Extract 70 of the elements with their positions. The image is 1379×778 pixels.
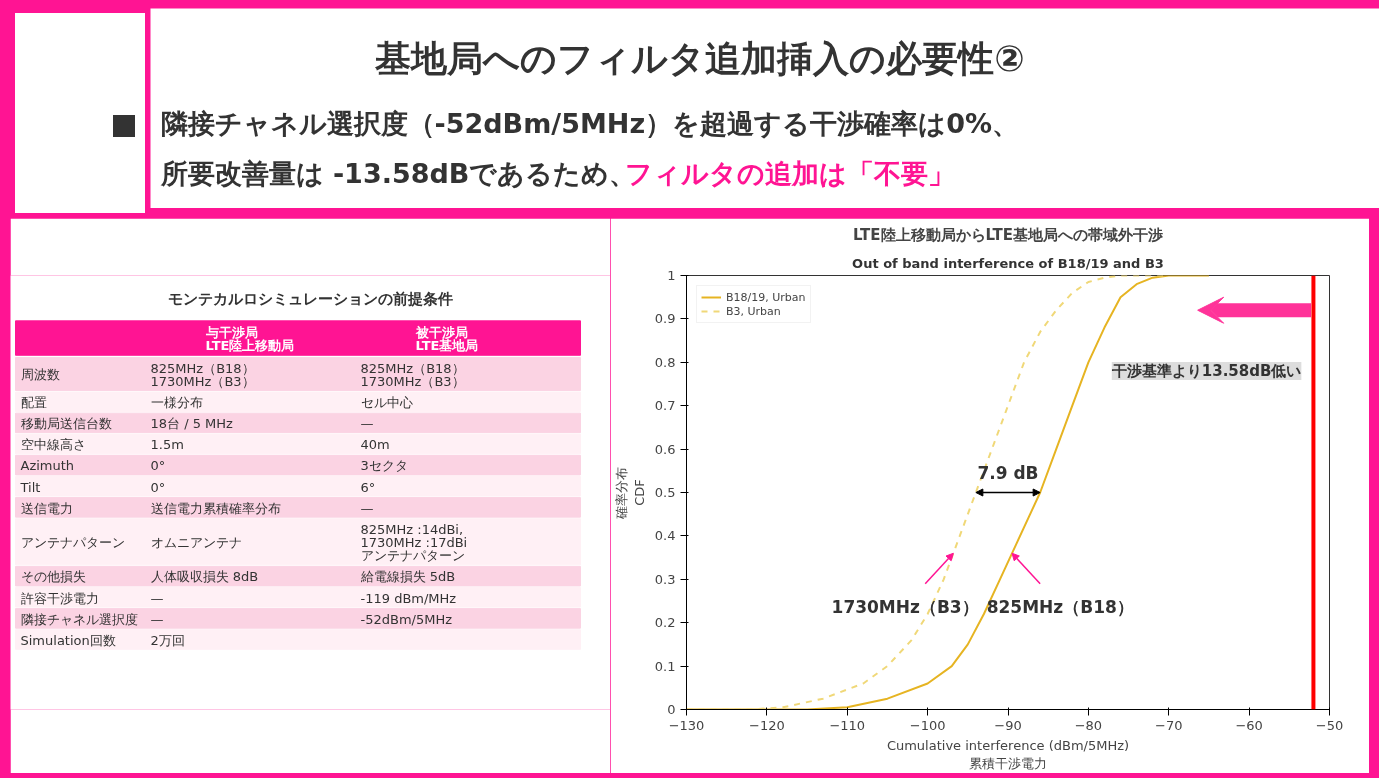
y-tick-label: 0.2: [654, 615, 676, 631]
text: 隣接チャネル選択度（-52dBm/5MHz）を超過する干渉確率は0%、: [160, 108, 1019, 139]
text: —: [150, 611, 164, 627]
x-tick-label: −50: [1315, 717, 1344, 733]
category-label: Simulation回数: [20, 632, 116, 648]
text: オムニアンテナ: [150, 535, 242, 551]
text: -119 dBm/MHz: [360, 590, 457, 606]
text: 6°: [360, 479, 376, 495]
category-label: Tilt: [20, 479, 41, 495]
x-tick-label: −60: [1235, 717, 1263, 733]
category-label: その他損失: [20, 569, 86, 585]
chart-subtitle: Out of band interference of B18/19 and B3: [852, 255, 1164, 271]
y-tick-label: 0.5: [654, 485, 676, 500]
category-label: 与干渉局 LTE陸上移動局: [204, 324, 295, 354]
text: 825MHz :14dBi, 1730MHz :17dBi アンテナパターン: [360, 521, 468, 564]
text: 一様分布: [150, 395, 203, 411]
text: セル中心: [360, 395, 413, 411]
text: 40m: [360, 437, 390, 453]
category-label: 隣接チャネル選択度: [20, 611, 138, 627]
x-tick-label: −110: [829, 717, 866, 733]
x-tick-label: −100: [909, 717, 946, 733]
text: 2万回: [150, 632, 185, 648]
category-label: 周波数: [20, 367, 60, 383]
x-tick-label: −90: [994, 717, 1022, 733]
ref-line-label: 干渉基準より13.58dB低い: [1110, 361, 1302, 380]
text: -52dBm/5MHz: [360, 611, 453, 627]
x-tick-label: −130: [668, 717, 705, 733]
text: 825MHz（B18） 1730MHz（B3）: [360, 360, 465, 389]
category-label: アンテナパターン: [20, 535, 125, 551]
text: 1.5m: [150, 437, 184, 453]
text: 送信電力累積確率分布: [150, 500, 281, 516]
category-label: 送信電力: [20, 500, 73, 516]
x-tick-label: −120: [749, 717, 785, 733]
y-tick-label: 0.6: [654, 441, 676, 457]
x-tick-label: −70: [1155, 717, 1183, 733]
y-tick-label: 0.9: [654, 311, 676, 327]
y-axis-title: 確率分布 CDF: [613, 466, 647, 520]
legend-label: B18/19, Urban: [726, 290, 806, 304]
text: 0°: [150, 479, 166, 495]
text: 0°: [150, 458, 166, 474]
category-label: 許容干渉電力: [20, 590, 99, 606]
category-label: 空中線高さ: [20, 437, 86, 453]
y-tick-label: 0.1: [654, 658, 676, 674]
chart-title: LTE陸上移動局からLTE基地局への帯域外干渉: [852, 225, 1164, 244]
y-tick-label: 0: [667, 702, 676, 717]
y-tick-label: 1: [667, 268, 676, 283]
y-tick-label: 0.3: [654, 571, 676, 587]
annotation: 825MHz（B18）: [986, 596, 1134, 617]
text: モンテカルロシミュレーションの前提条件: [168, 289, 453, 308]
y-tick-label: 0.8: [654, 354, 676, 370]
legend-label: B3, Urban: [726, 304, 781, 318]
text: 18台 / 5 MHz: [150, 416, 233, 432]
text: —: [150, 590, 164, 606]
text: 825MHz（B18） 1730MHz（B3）: [150, 360, 255, 389]
x-axis-title: Cumulative interference (dBm/5MHz) 累積干渉電力: [886, 737, 1130, 771]
text: 基地局へのフィルタ追加挿入の必要性②: [374, 38, 1025, 79]
text: —: [360, 416, 374, 432]
category-label: 移動局送信台数: [20, 416, 112, 432]
annotation: 1730MHz（B3）: [831, 596, 979, 617]
category-label: 配置: [20, 395, 47, 411]
text: 3セクタ: [360, 458, 408, 474]
y-tick-label: 0.4: [654, 528, 676, 544]
annotation: 7.9 dB: [977, 462, 1039, 483]
category-label: Azimuth: [20, 458, 75, 474]
x-tick-label: −80: [1074, 717, 1103, 733]
y-tick-label: 0.7: [654, 398, 676, 414]
text: 給電線損失 5dB: [360, 569, 456, 585]
category-label: 被干渉局 LTE基地局: [414, 324, 479, 354]
text: —: [360, 500, 374, 516]
text: 人体吸収損失 8dB: [150, 569, 259, 585]
